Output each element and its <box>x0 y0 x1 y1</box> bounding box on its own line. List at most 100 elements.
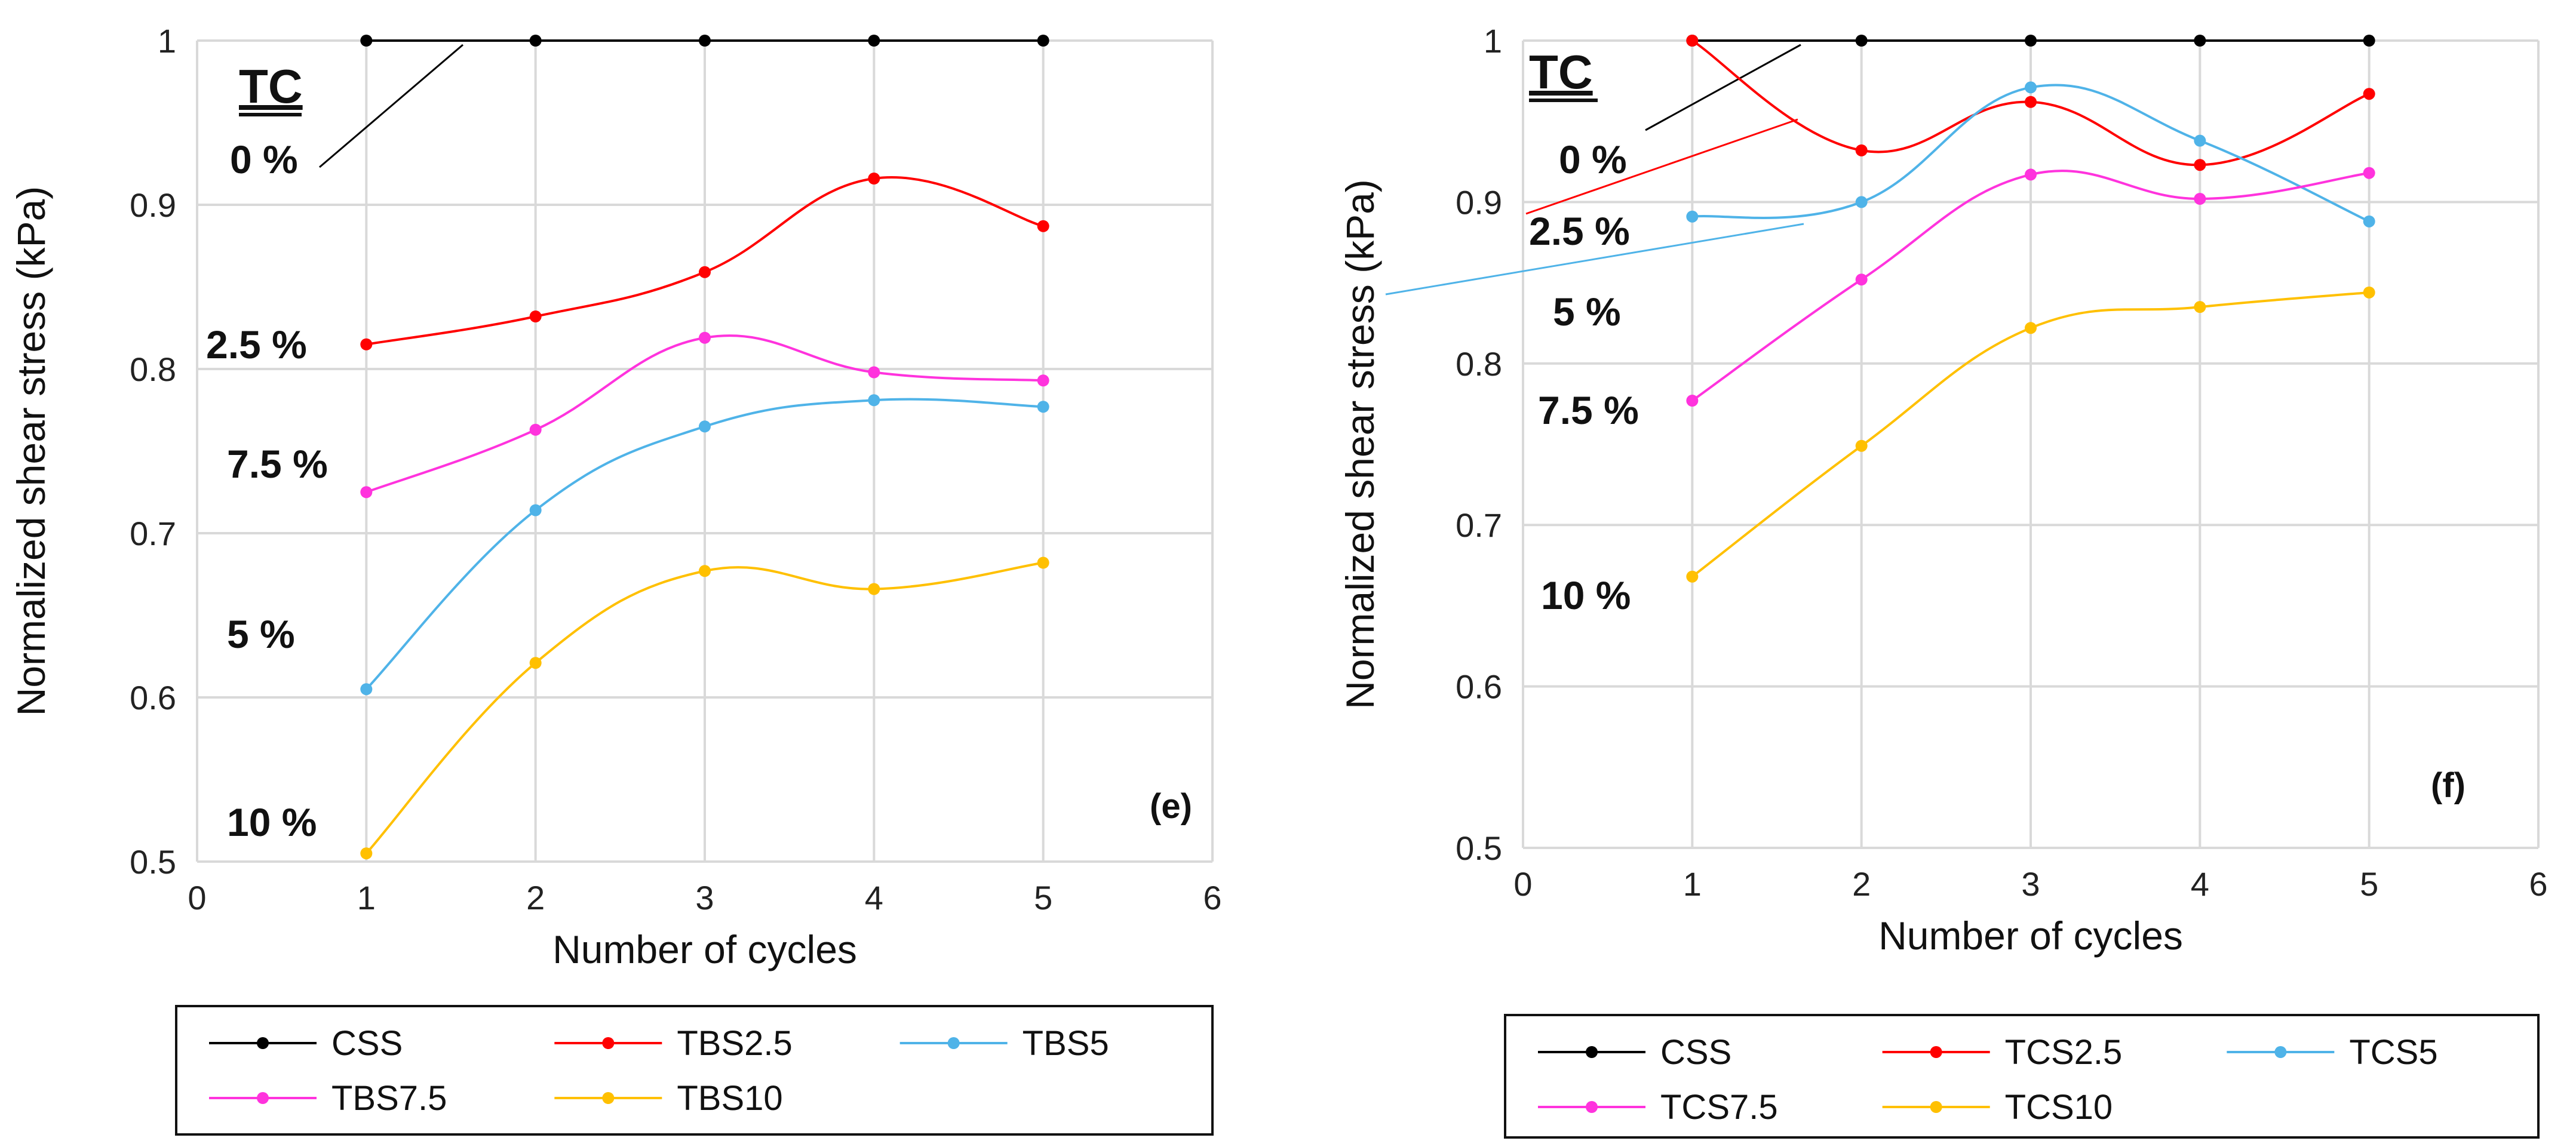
data-point <box>2025 81 2037 94</box>
annotation-label: 0 % <box>1559 137 1627 182</box>
data-point <box>2363 35 2375 47</box>
legend-swatch-marker <box>1930 1101 1942 1113</box>
series-CSS <box>360 35 1049 47</box>
annotation-leader-line <box>319 44 463 168</box>
legend-swatch-marker <box>2274 1046 2287 1058</box>
data-point <box>1855 439 1868 452</box>
annotation-label: 10 % <box>1541 573 1631 617</box>
data-point <box>1855 273 1868 286</box>
group-label: TC <box>239 60 303 113</box>
legend-label: TCS5 <box>2349 1033 2437 1072</box>
data-point <box>699 266 711 278</box>
x-tick-label: 4 <box>2191 865 2209 903</box>
y-tick-label: 0.7 <box>130 515 176 552</box>
x-tick-label: 0 <box>1513 865 1532 903</box>
legend-label: TCS2.5 <box>2005 1033 2123 1072</box>
data-point <box>360 683 373 696</box>
data-point <box>529 310 542 322</box>
data-point <box>1686 210 1699 223</box>
data-point <box>699 565 711 577</box>
data-point <box>2363 88 2375 100</box>
annotation-label: 2.5 % <box>1529 209 1630 253</box>
data-point <box>1037 220 1049 232</box>
data-point <box>2363 286 2375 299</box>
data-point <box>1855 144 1868 156</box>
y-tick-label: 1 <box>158 22 176 60</box>
legend-label: CSS <box>1660 1033 1731 1072</box>
y-tick-label: 0.6 <box>1456 668 1502 706</box>
legend-item: CSS <box>1538 1033 1731 1072</box>
data-point <box>529 35 542 47</box>
legend-label: TBS5 <box>1023 1024 1109 1063</box>
series-CSS <box>1686 35 2375 47</box>
y-tick-label: 0.5 <box>130 843 176 881</box>
data-point <box>1686 570 1699 583</box>
annotation-label: 7.5 % <box>1538 388 1639 432</box>
annotation-label: 7.5 % <box>227 442 328 486</box>
legend-swatch-marker <box>257 1092 269 1104</box>
series-TBS7.5 <box>360 331 1049 499</box>
legend-item: TBS2.5 <box>554 1024 793 1063</box>
x-tick-label: 2 <box>1852 865 1871 903</box>
panel-label: (e) <box>1150 787 1192 826</box>
group-label: TC <box>1529 45 1593 99</box>
data-point <box>1855 35 1868 47</box>
data-point <box>868 583 880 595</box>
x-tick-label: 1 <box>1683 865 1702 903</box>
chart-left-panel-e: 0 1 2 3 4 5 6 0.5 0.6 0.7 0.8 0.9 1 Number of cycles N… <box>9 22 1222 1136</box>
panel-label: (f) <box>2431 766 2466 805</box>
data-point <box>2194 192 2206 205</box>
legend-swatch-marker <box>602 1037 615 1049</box>
legend-item: TCS2.5 <box>1882 1033 2123 1072</box>
data-point <box>360 338 373 350</box>
annotation-label: 5 % <box>1553 290 1621 334</box>
legend-item: TCS7.5 <box>1538 1088 1778 1127</box>
legend-swatch-marker <box>947 1037 960 1049</box>
y-tick-label: 0.7 <box>1456 506 1502 544</box>
x-tick-label: 5 <box>2360 865 2378 903</box>
x-axis-title: Number of cycles <box>1878 914 2183 958</box>
legend-label: TBS10 <box>677 1079 782 1118</box>
data-point <box>699 35 711 47</box>
x-tick-label: 0 <box>188 879 206 917</box>
legend-item: TCS10 <box>1882 1088 2113 1127</box>
legend-swatch-marker <box>1930 1046 1942 1058</box>
data-point <box>1037 374 1049 387</box>
data-point <box>868 35 880 47</box>
data-point <box>2025 322 2037 334</box>
data-point <box>1037 401 1049 413</box>
legend-item: TCS5 <box>2227 1033 2438 1072</box>
series-TBS2.5 <box>360 173 1049 350</box>
x-tick-label: 3 <box>695 879 714 917</box>
data-point <box>2194 35 2206 47</box>
annotation-leader-line <box>1385 223 1804 296</box>
y-axis-title: Normalized shear stress (kPa) <box>9 186 53 717</box>
series-line <box>365 561 1043 854</box>
y-tick-label: 0.5 <box>1456 829 1502 867</box>
legend-box <box>175 1005 1214 1136</box>
series-TCS2.5 <box>1686 35 2375 171</box>
data-point <box>529 423 542 436</box>
data-point <box>2025 168 2037 181</box>
legend-item: CSS <box>209 1024 403 1063</box>
data-point <box>868 173 880 184</box>
legend-label: TBS2.5 <box>677 1024 792 1063</box>
legend-swatch-marker <box>1586 1046 1598 1058</box>
legend: CSS TCS2.5 TCS5 TCS7.5 TCS10 <box>1504 1014 2540 1139</box>
data-point <box>2194 159 2206 171</box>
data-point <box>699 420 711 433</box>
legend: CSS TBS2.5 TBS5 TBS7.5 TBS10 <box>175 1005 1214 1136</box>
legend-item: TBS7.5 <box>209 1079 447 1118</box>
legend-item: TBS5 <box>899 1024 1109 1063</box>
data-point <box>2194 301 2206 313</box>
y-tick-label: 0.6 <box>130 679 176 717</box>
x-tick-label: 1 <box>357 879 376 917</box>
data-point <box>1686 394 1699 407</box>
y-tick-label: 0.9 <box>130 186 176 224</box>
y-tick-label: 0.8 <box>1456 345 1502 383</box>
data-point <box>360 35 373 47</box>
data-point <box>868 394 880 407</box>
legend-label: CSS <box>331 1024 403 1063</box>
x-tick-label: 2 <box>526 879 545 917</box>
